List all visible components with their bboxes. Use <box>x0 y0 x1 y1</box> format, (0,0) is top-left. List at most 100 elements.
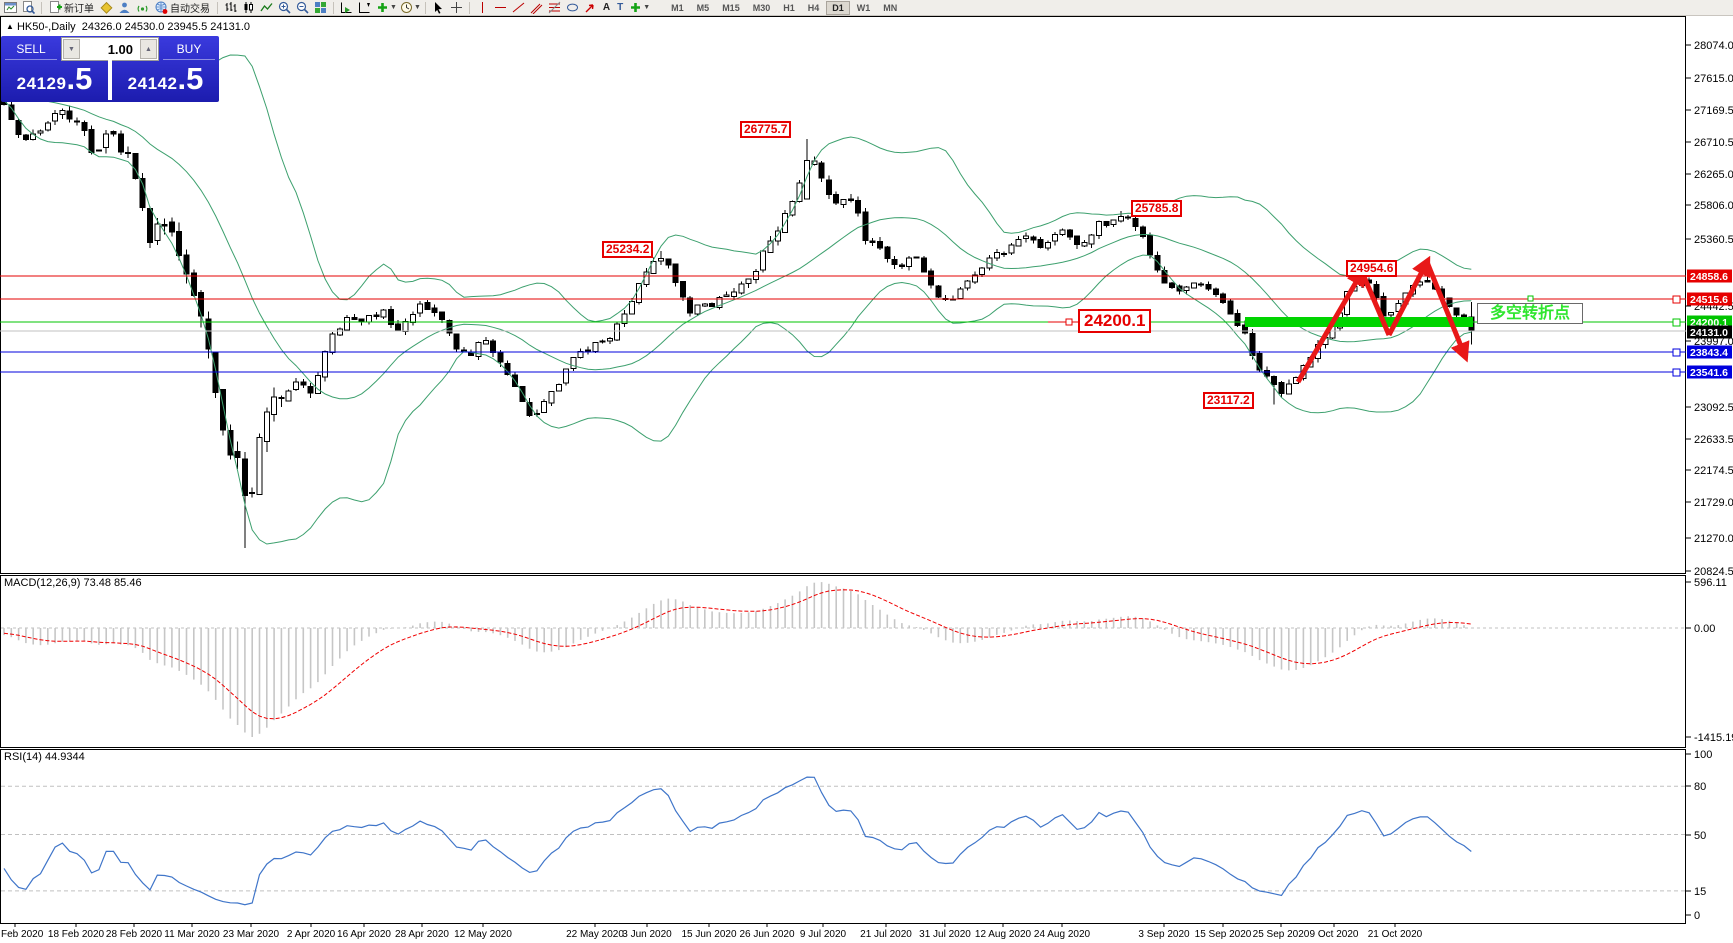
sell-price[interactable]: 24129 .5 <box>1 60 108 100</box>
line-handle <box>1672 318 1681 327</box>
new-order-label: 新订单 <box>64 4 94 15</box>
volume-input[interactable]: 1.00 <box>107 41 133 57</box>
svg-text:31 Jul 2020: 31 Jul 2020 <box>919 929 971 940</box>
crosshair-tool-icon[interactable] <box>448 0 465 15</box>
chart-title: ▲ HK50-,Daily 24326.0 24530.0 23945.5 24… <box>6 21 250 33</box>
panel-frame-1 <box>0 575 1686 748</box>
indicators-caret-icon[interactable]: ▼ <box>390 4 397 11</box>
autotrade-button[interactable]: 自动交易 <box>152 0 213 15</box>
candle-chart-mode-icon[interactable] <box>240 0 257 15</box>
svg-text:24 Aug 2020: 24 Aug 2020 <box>1034 929 1091 940</box>
zoom-out-icon[interactable] <box>294 0 311 15</box>
label-tool-button[interactable]: T <box>617 2 624 13</box>
add-object-icon[interactable] <box>627 0 644 15</box>
symbol-period-text: HK50-,Daily <box>16 21 76 33</box>
new-order-icon <box>49 0 62 15</box>
periods-caret-icon[interactable]: ▼ <box>413 4 421 11</box>
svg-text:26710.5: 26710.5 <box>1694 137 1733 149</box>
price-annotation-24954.6[interactable]: 24954.6 <box>1346 260 1398 277</box>
note-anchor-handle <box>1527 295 1534 302</box>
sell-button[interactable]: SELL <box>5 38 57 60</box>
price-tag <box>1687 325 1732 339</box>
ohlc-text: 24326.0 24530.0 23945.5 24131.0 <box>81 21 251 33</box>
price-annotation-24200.1[interactable]: 24200.1 <box>1078 309 1152 333</box>
timeframe-button-M30[interactable]: M30 <box>752 2 771 13</box>
timeframe-button-W1[interactable]: W1 <box>856 2 871 13</box>
text-tool-button[interactable]: A <box>602 2 611 13</box>
svg-text:22 May 2020: 22 May 2020 <box>566 929 624 940</box>
svg-text:596.11: 596.11 <box>1694 577 1727 589</box>
market-icon[interactable] <box>116 0 133 15</box>
svg-text:23092.5: 23092.5 <box>1694 402 1733 414</box>
channel-tool-icon[interactable] <box>528 0 545 15</box>
timeframe-button-D1[interactable]: D1 <box>826 0 850 15</box>
zoom-in-icon[interactable] <box>276 0 293 15</box>
autoscroll-icon[interactable] <box>338 0 355 15</box>
data-window-icon[interactable] <box>20 0 37 15</box>
chart-shift-icon[interactable] <box>356 0 373 15</box>
price-annotation-25234.2[interactable]: 25234.2 <box>602 241 654 258</box>
shapes-tool-icon[interactable] <box>564 0 581 15</box>
line-handle <box>1672 348 1681 357</box>
indicators-icon[interactable] <box>374 0 391 15</box>
tile-windows-icon[interactable] <box>312 0 329 15</box>
horizontal-line-tool-icon[interactable] <box>492 0 509 15</box>
chart-window-icon[interactable] <box>2 0 19 15</box>
timeframe-button-M1[interactable]: M1 <box>671 2 684 13</box>
timeframe-button-M5[interactable]: M5 <box>696 2 710 13</box>
turning-point-note[interactable]: 多空转折点 <box>1477 303 1583 324</box>
svg-text:16 Apr 2020: 16 Apr 2020 <box>337 929 391 940</box>
buy-button[interactable]: BUY <box>163 38 215 60</box>
price-annotation-25785.8[interactable]: 25785.8 <box>1131 200 1183 217</box>
timeframe-toolbar: M1 M5 M15 M30 H1 H4 D1 W1 MN <box>665 0 903 15</box>
cursor-tool-icon[interactable] <box>430 0 447 15</box>
svg-text:24858.6: 24858.6 <box>1690 271 1728 283</box>
svg-text:25360.5: 25360.5 <box>1694 234 1733 246</box>
volume-stepper: ▼ 1.00 ▲ <box>61 37 159 61</box>
line-handle <box>1672 368 1681 377</box>
panel-frame-0 <box>0 16 1686 574</box>
svg-text:21270.0: 21270.0 <box>1694 533 1733 545</box>
periods-icon[interactable] <box>398 0 415 15</box>
price-tag <box>1687 269 1732 283</box>
price-annotation-23117.2[interactable]: 23117.2 <box>1203 392 1254 409</box>
fibonacci-tool-icon[interactable] <box>546 0 563 15</box>
signals-icon[interactable] <box>134 0 151 15</box>
svg-text:50: 50 <box>1694 830 1706 842</box>
svg-text:24131.0: 24131.0 <box>1690 327 1728 339</box>
bar-chart-mode-icon[interactable] <box>222 0 239 15</box>
svg-text:21 Oct 2020: 21 Oct 2020 <box>1368 929 1423 940</box>
trendline-tool-icon[interactable] <box>510 0 527 15</box>
timeframe-button-H4[interactable]: H4 <box>807 2 820 13</box>
metaeditor-icon[interactable] <box>98 0 115 15</box>
rsi-indicator <box>1 776 1685 906</box>
svg-text:15 Jun 2020: 15 Jun 2020 <box>681 929 736 940</box>
svg-text:26 Jun 2020: 26 Jun 2020 <box>739 929 794 940</box>
label-anchor-handle <box>1065 318 1073 326</box>
time-axis: Feb 2020 18 Feb 2020 28 Feb 2020 11 Mar 202… <box>1 923 1423 940</box>
arrow-object-tool-icon[interactable] <box>582 0 599 15</box>
vertical-line-tool-icon[interactable] <box>474 0 491 15</box>
price-tag <box>1687 315 1732 329</box>
svg-text:23541.6: 23541.6 <box>1690 367 1728 379</box>
price-annotation-26775.7[interactable]: 26775.7 <box>740 121 792 138</box>
volume-down-button[interactable]: ▼ <box>63 39 80 59</box>
autotrade-globe-icon <box>155 0 168 15</box>
volume-up-button[interactable]: ▲ <box>140 39 157 59</box>
line-chart-mode-icon[interactable] <box>258 0 275 15</box>
add-object-caret-icon[interactable]: ▼ <box>643 4 651 11</box>
svg-text:0.00: 0.00 <box>1694 623 1715 635</box>
svg-text:24515.6: 24515.6 <box>1690 294 1728 306</box>
svg-text:26265.0: 26265.0 <box>1694 169 1733 181</box>
green-zone-band <box>1245 317 1473 327</box>
panel-frame-2 <box>0 749 1686 924</box>
svg-text:100: 100 <box>1694 749 1712 761</box>
timeframe-button-MN[interactable]: MN <box>883 2 898 13</box>
svg-text:Feb 2020: Feb 2020 <box>1 929 44 940</box>
new-order-button[interactable]: 新订单 <box>46 0 97 15</box>
timeframe-button-H1[interactable]: H1 <box>783 2 795 13</box>
buy-price[interactable]: 24142 .5 <box>112 60 219 100</box>
timeframe-button-M15[interactable]: M15 <box>722 2 740 13</box>
